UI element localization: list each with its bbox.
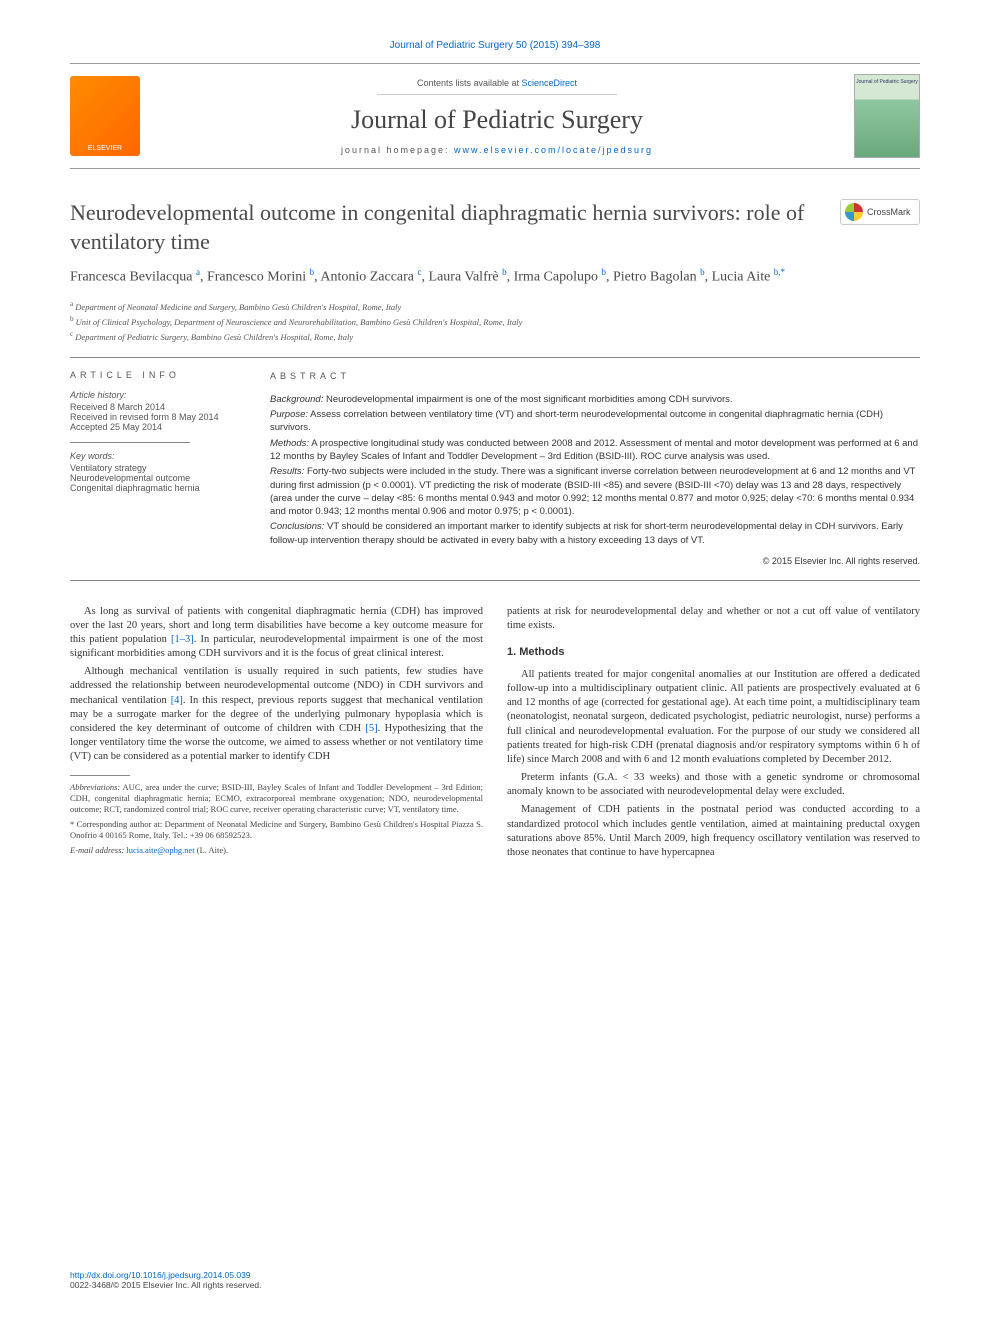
doi-link[interactable]: http://dx.doi.org/10.1016/j.jpedsurg.201…	[70, 1270, 251, 1280]
keywords-label: Key words:	[70, 451, 250, 461]
info-abstract-block: ARTICLE INFO Article history: Received 8…	[70, 357, 920, 580]
footnote-rule	[70, 775, 130, 776]
history-label: Article history:	[70, 390, 250, 400]
ref-1-3[interactable]: [1–3]	[171, 634, 194, 645]
abstract: ABSTRACT Background: Neurodevelopmental …	[270, 370, 920, 567]
ref-4[interactable]: [4]	[171, 695, 183, 706]
journal-name: Journal of Pediatric Surgery	[140, 105, 854, 135]
keyword-3: Congenital diaphragmatic hernia	[70, 483, 250, 493]
corresponding-author: * Corresponding author at: Department of…	[70, 819, 483, 841]
intro-p2: Although mechanical ventilation is usual…	[70, 665, 483, 764]
masthead-center: Contents lists available at ScienceDirec…	[140, 77, 854, 155]
body-text: As long as survival of patients with con…	[70, 605, 920, 864]
crossmark-badge[interactable]: CrossMark	[840, 199, 920, 225]
crossmark-icon	[845, 203, 863, 221]
issn-line: 0022-3468/© 2015 Elsevier Inc. All right…	[70, 1280, 261, 1290]
methods-p1: All patients treated for major congenita…	[507, 668, 920, 767]
email-line: E-mail address: lucia.aite@opbg.net (L. …	[70, 845, 483, 856]
affiliation-b: b Unit of Clinical Psychology, Departmen…	[70, 314, 920, 329]
footer: http://dx.doi.org/10.1016/j.jpedsurg.201…	[70, 1270, 261, 1290]
article-info-heading: ARTICLE INFO	[70, 370, 250, 380]
contents-line: Contents lists available at ScienceDirec…	[377, 78, 617, 95]
authors: Francesca Bevilacqua a, Francesco Morini…	[70, 266, 920, 287]
article-info: ARTICLE INFO Article history: Received 8…	[70, 370, 270, 567]
keyword-2: Neurodevelopmental outcome	[70, 473, 250, 483]
abbreviations: Abbreviations: AUC, area under the curve…	[70, 782, 483, 815]
abstract-heading: ABSTRACT	[270, 370, 920, 383]
homepage-link[interactable]: www.elsevier.com/locate/jpedsurg	[454, 145, 653, 155]
affiliation-a: a Department of Neonatal Medicine and Su…	[70, 299, 920, 314]
keyword-1: Ventilatory strategy	[70, 463, 250, 473]
citation-header: Journal of Pediatric Surgery 50 (2015) 3…	[70, 40, 920, 51]
abstract-methods: Methods: A prospective longitudinal stud…	[270, 437, 920, 464]
email-link[interactable]: lucia.aite@opbg.net	[126, 845, 194, 855]
history-accepted: Accepted 25 May 2014	[70, 422, 250, 432]
title-row: Neurodevelopmental outcome in congenital…	[70, 199, 920, 256]
homepage-prefix: journal homepage:	[341, 145, 454, 155]
methods-heading: 1. Methods	[507, 645, 920, 660]
info-divider	[70, 442, 190, 443]
history-revised: Received in revised form 8 May 2014	[70, 412, 250, 422]
sciencedirect-link[interactable]: ScienceDirect	[522, 78, 578, 88]
abstract-background: Background: Neurodevelopmental impairmen…	[270, 393, 920, 406]
methods-p3: Management of CDH patients in the postna…	[507, 803, 920, 860]
abstract-copyright: © 2015 Elsevier Inc. All rights reserved…	[270, 555, 920, 568]
abstract-results: Results: Forty-two subjects were include…	[270, 465, 920, 518]
intro-p1: As long as survival of patients with con…	[70, 605, 483, 662]
homepage-line: journal homepage: www.elsevier.com/locat…	[140, 145, 854, 155]
crossmark-label: CrossMark	[867, 207, 911, 217]
abstract-purpose: Purpose: Assess correlation between vent…	[270, 408, 920, 435]
intro-p3: patients at risk for neurodevelopmental …	[507, 605, 920, 633]
journal-cover-thumb: Journal of Pediatric Surgery	[854, 74, 920, 158]
footnotes: Abbreviations: AUC, area under the curve…	[70, 782, 483, 856]
affiliations: a Department of Neonatal Medicine and Su…	[70, 299, 920, 343]
article-title: Neurodevelopmental outcome in congenital…	[70, 199, 840, 256]
methods-p2: Preterm infants (G.A. < 33 weeks) and th…	[507, 771, 920, 799]
ref-5[interactable]: [5]	[365, 723, 377, 734]
history-received: Received 8 March 2014	[70, 402, 250, 412]
masthead: ELSEVIER Contents lists available at Sci…	[70, 63, 920, 169]
contents-prefix: Contents lists available at	[417, 78, 522, 88]
abstract-conclusions: Conclusions: VT should be considered an …	[270, 520, 920, 547]
elsevier-logo: ELSEVIER	[70, 76, 140, 156]
article-history: Article history: Received 8 March 2014 R…	[70, 390, 250, 432]
keywords-block: Key words: Ventilatory strategy Neurodev…	[70, 451, 250, 493]
affiliation-c: c Department of Pediatric Surgery, Bambi…	[70, 329, 920, 344]
